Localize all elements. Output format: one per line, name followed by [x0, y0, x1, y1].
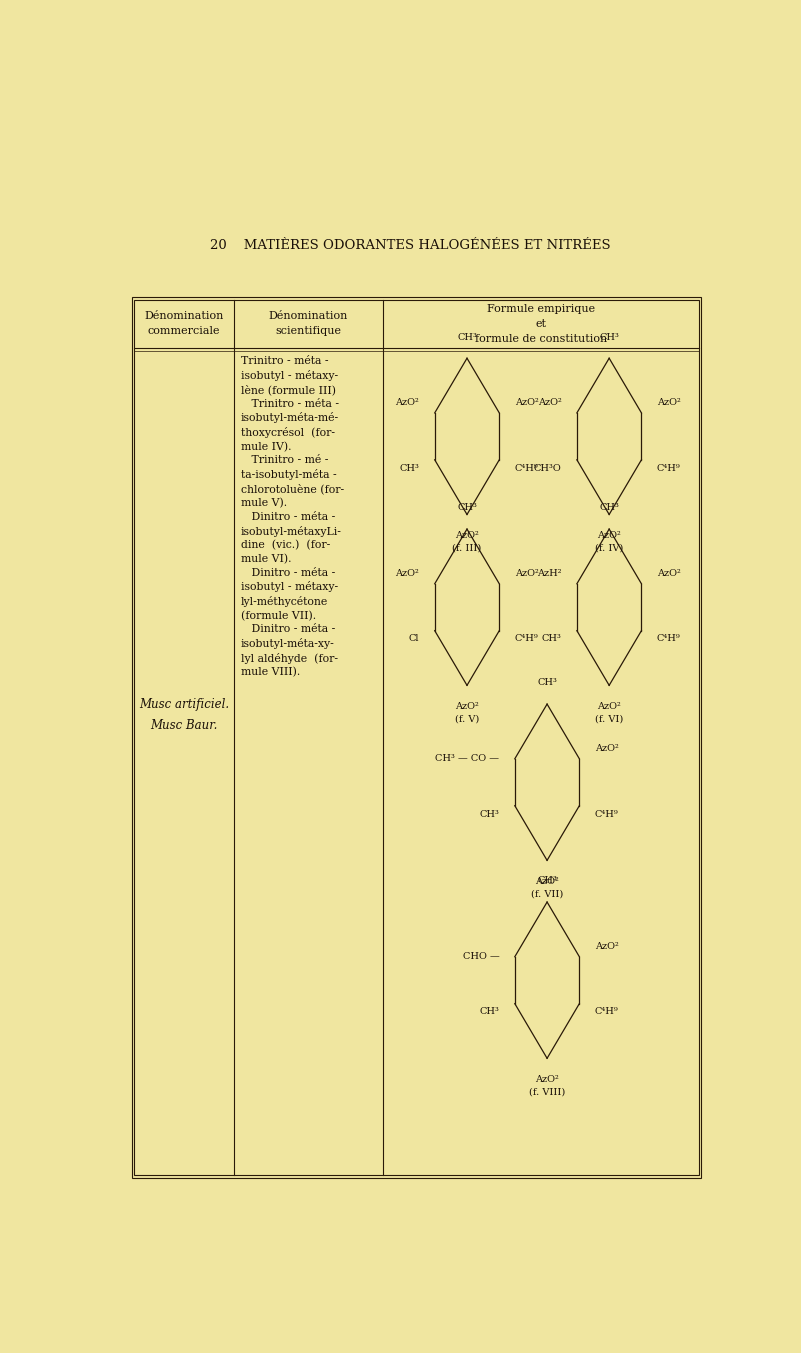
Text: CH³: CH³	[480, 809, 499, 819]
Text: CH³ — CO —: CH³ — CO —	[435, 754, 499, 763]
Text: AzO²: AzO²	[595, 744, 618, 752]
Bar	[132, 296, 701, 1178]
Text: AzO²: AzO²	[537, 398, 562, 407]
Text: AzO²: AzO²	[535, 877, 559, 886]
Text: AzO²: AzO²	[396, 568, 419, 578]
Text: AzO²: AzO²	[595, 942, 618, 951]
Text: Musc artificiel.
Musc Baur.: Musc artificiel. Musc Baur.	[139, 698, 229, 732]
Text: CH³: CH³	[400, 464, 419, 472]
Text: 20    MATIÈRES ODORANTES HALOGÉNÉES ET NITRÉES: 20 MATIÈRES ODORANTES HALOGÉNÉES ET NITR…	[210, 239, 611, 252]
Text: CH³: CH³	[541, 635, 562, 644]
Text: AzO²: AzO²	[657, 568, 681, 578]
Text: CH³: CH³	[599, 503, 619, 513]
Text: Cl: Cl	[409, 635, 419, 644]
Text: (f. IV): (f. IV)	[595, 544, 623, 552]
Text: CH³: CH³	[480, 1008, 499, 1016]
Text: CH³: CH³	[599, 333, 619, 341]
Text: CH³: CH³	[457, 503, 477, 513]
Bar	[135, 300, 699, 1174]
Text: AzO²: AzO²	[455, 532, 479, 540]
Text: AzO²: AzO²	[598, 532, 621, 540]
Text: AzO²: AzO²	[535, 1076, 559, 1084]
Text: AzO²: AzO²	[515, 568, 538, 578]
Text: CH³: CH³	[537, 877, 557, 885]
Text: C⁴H⁹: C⁴H⁹	[657, 635, 681, 644]
Text: CH³: CH³	[537, 678, 557, 687]
Text: AzO²: AzO²	[515, 398, 538, 407]
Text: C⁴H⁹: C⁴H⁹	[515, 635, 538, 644]
Text: AzO²: AzO²	[396, 398, 419, 407]
Text: AzO²: AzO²	[657, 398, 681, 407]
Text: (f. VI): (f. VI)	[595, 714, 623, 724]
Text: (f. V): (f. V)	[455, 714, 479, 724]
Text: Formule empirique
et
formule de constitution: Formule empirique et formule de constitu…	[475, 304, 607, 344]
Text: C⁴H⁹: C⁴H⁹	[657, 464, 681, 472]
Text: CH³O: CH³O	[533, 464, 562, 472]
Text: C⁴H⁹: C⁴H⁹	[595, 1008, 618, 1016]
Text: (f. III): (f. III)	[453, 544, 481, 552]
Text: C⁴H⁹: C⁴H⁹	[515, 464, 538, 472]
Text: CH³: CH³	[457, 333, 477, 341]
Text: AzO²: AzO²	[455, 702, 479, 712]
Text: Trinitro - méta -
isobutyl - métaxy-
lène (formule III)
   Trinitro - méta -
iso: Trinitro - méta - isobutyl - métaxy- lèn…	[241, 356, 344, 678]
Text: AzH²: AzH²	[537, 568, 562, 578]
Text: CHO —: CHO —	[462, 953, 499, 961]
Text: Dénomination
commerciale: Dénomination commerciale	[144, 311, 223, 337]
Text: C⁴H⁹: C⁴H⁹	[595, 809, 618, 819]
Text: (f. VII): (f. VII)	[531, 889, 563, 898]
Text: Dénomination
scientifique: Dénomination scientifique	[268, 311, 348, 337]
Text: (f. VIII): (f. VIII)	[529, 1088, 566, 1096]
Text: AzO²: AzO²	[598, 702, 621, 712]
